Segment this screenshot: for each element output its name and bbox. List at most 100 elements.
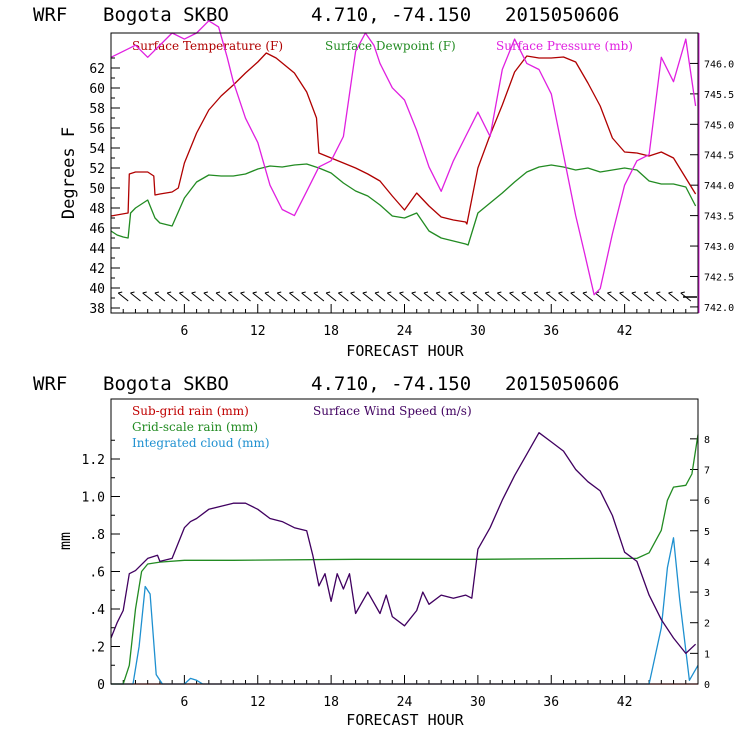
- wind-barb: [227, 292, 239, 302]
- top-y-axis-label: Degrees F: [59, 127, 79, 219]
- wind-barb-flag: [301, 291, 306, 294]
- integrated-cloud-line: [111, 537, 699, 685]
- top-ytick-label: 54: [89, 142, 105, 157]
- wind-barb-flag: [399, 291, 404, 294]
- wind-barb-flag: [472, 291, 477, 294]
- wind-barb: [142, 292, 153, 302]
- bottom-xtick-label: 24: [397, 695, 413, 710]
- top-x-axis: 6 12 18 24 30 36 42: [122, 304, 687, 339]
- top-y2tick-label: 746.0: [704, 59, 734, 70]
- bottom-ytick-label: 1.0: [82, 491, 105, 506]
- wind-barb: [448, 292, 459, 302]
- wind-barb-flag: [228, 291, 233, 294]
- bottom-ytick-label: .8: [89, 528, 105, 543]
- wind-barb: [130, 292, 141, 302]
- wind-barb-flag: [142, 291, 147, 294]
- wind-barb-flag: [570, 291, 575, 294]
- bottom-right-axis: 0 1 2 3 4 5 6 7 8: [690, 435, 710, 691]
- wind-barb: [166, 292, 178, 302]
- wind-barb: [423, 292, 435, 302]
- bottom-title-station: Bogota SKBO: [103, 373, 229, 395]
- bottom-ytick-label: .4: [89, 603, 105, 618]
- top-ytick-label: 56: [89, 122, 105, 137]
- wind-barb: [350, 292, 361, 302]
- bottom-chart: WRF Bogota SKBO 4.710, -74.150 201505060…: [33, 373, 710, 729]
- wind-barb-flag: [607, 291, 612, 294]
- legend-subgrid-rain: Sub-grid rain (mm): [132, 404, 249, 418]
- surface-temperature-line: [110, 52, 697, 225]
- top-ytick-label: 60: [89, 82, 105, 97]
- wind-barb: [509, 292, 520, 302]
- bottom-title-coords: 4.710, -74.150: [311, 373, 471, 395]
- wind-barbs-row: [117, 291, 697, 302]
- wind-barb: [631, 292, 643, 302]
- wind-barb-flag: [521, 291, 526, 294]
- top-title-station: Bogota SKBO: [103, 4, 229, 26]
- wind-barb-flag: [423, 291, 429, 294]
- wind-barb: [570, 292, 582, 302]
- bottom-x-axis-label: FORECAST HOUR: [346, 711, 464, 729]
- wind-barb: [656, 292, 667, 302]
- wind-barb-flag: [387, 291, 392, 294]
- wind-barb-flag: [582, 291, 588, 294]
- wind-barb: [594, 292, 606, 302]
- wind-barb-flag: [460, 291, 465, 294]
- wind-barb: [374, 292, 386, 302]
- bottom-ytick-label: .6: [89, 566, 105, 581]
- surface-pressure-line: [110, 20, 697, 296]
- top-ytick-label: 52: [89, 162, 105, 177]
- top-y2tick-label: 743.5: [704, 212, 734, 223]
- top-title-coords: 4.710, -74.150: [311, 4, 471, 26]
- top-xtick-label: 36: [543, 324, 559, 339]
- top-right-axis: 742.0 742.5 743.0 743.5 744.0 744.5 745.0 745.5…: [690, 33, 734, 314]
- top-y2tick-label: 742.0: [704, 303, 734, 314]
- bottom-y2tick-label: 4: [704, 557, 710, 568]
- top-chart: WRF Bogota SKBO 4.710, -74.150 201505060…: [33, 4, 734, 360]
- wind-barb-flag: [411, 291, 416, 294]
- bottom-xtick-label: 18: [323, 695, 339, 710]
- bottom-title-model: WRF: [33, 373, 67, 395]
- bottom-y-axis-label: mm: [56, 532, 74, 550]
- wind-barb: [619, 292, 630, 302]
- wind-barb: [484, 292, 496, 302]
- wind-barb-flag: [497, 291, 502, 294]
- wind-barb: [154, 292, 166, 302]
- wind-barb: [582, 292, 594, 302]
- wind-barb-flag: [179, 291, 184, 294]
- legend-surface-temperature: Surface Temperature (F): [132, 39, 283, 53]
- wind-barb: [497, 292, 508, 302]
- bottom-y2tick-label: 2: [704, 619, 710, 630]
- bottom-ytick-label: 1.2: [82, 453, 105, 468]
- wind-barb-flag: [215, 291, 221, 294]
- bottom-title-date: 2015050606: [505, 373, 619, 395]
- wind-barb: [399, 292, 410, 302]
- bottom-xtick-label: 36: [543, 695, 559, 710]
- wind-barb: [191, 292, 202, 302]
- top-plot-frame: [110, 32, 699, 314]
- bottom-xtick-label: 42: [617, 695, 633, 710]
- wind-barb: [386, 292, 398, 302]
- wind-barb: [240, 292, 251, 302]
- legend-integrated-cloud: Integrated cloud (mm): [132, 436, 270, 450]
- top-title-date: 2015050606: [505, 4, 619, 26]
- wind-barb-flag: [167, 291, 172, 294]
- wind-barb-flag: [374, 291, 380, 294]
- top-y2tick-label: 742.5: [704, 272, 734, 283]
- top-xtick-label: 42: [617, 324, 633, 339]
- wind-barb: [276, 292, 288, 302]
- legend-surface-dewpoint: Surface Dewpoint (F): [325, 39, 456, 53]
- wind-barb-flag: [289, 291, 294, 294]
- surface-dewpoint-line: [110, 163, 697, 246]
- bottom-xtick-label: 6: [180, 695, 188, 710]
- wind-barb-flag: [154, 291, 160, 294]
- wind-barb: [117, 292, 129, 302]
- top-ytick-label: 58: [89, 102, 105, 117]
- top-ytick-label: 50: [89, 182, 105, 197]
- top-y2tick-label: 744.5: [704, 151, 734, 162]
- top-y2tick-label: 744.0: [704, 181, 734, 192]
- wind-barb-flag: [362, 291, 367, 294]
- wind-barb: [301, 292, 312, 302]
- bottom-xtick-label: 12: [250, 695, 266, 710]
- wind-barb: [325, 292, 337, 302]
- wind-barb-flag: [203, 291, 208, 294]
